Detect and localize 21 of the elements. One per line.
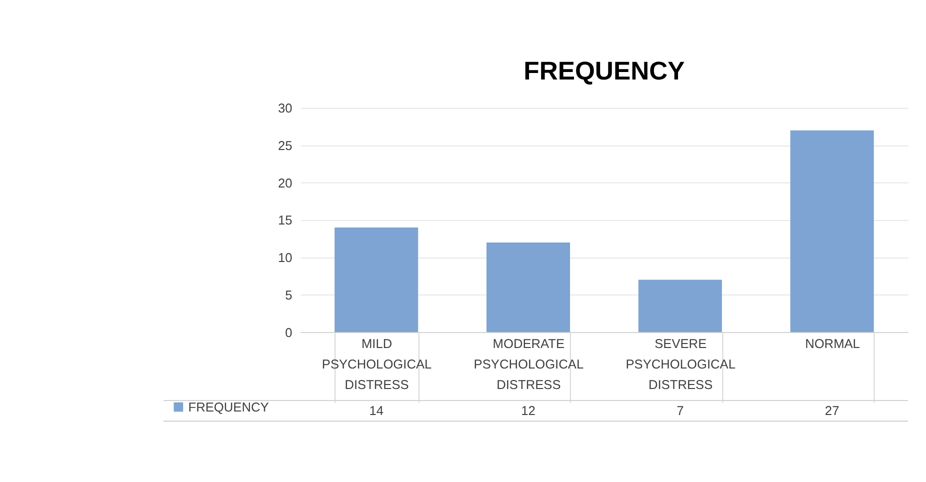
data-label: 12 <box>521 403 536 418</box>
bar <box>790 130 874 332</box>
y-tick-label: 30 <box>278 100 292 116</box>
data-label: 7 <box>676 403 684 418</box>
chart-title: FREQUENCY <box>524 58 685 86</box>
y-tick-label: 15 <box>278 212 292 228</box>
x-tick-label: MILD PSYCHOLOGICAL DISTRESS <box>322 336 432 392</box>
x-tick-label: MODERATE PSYCHOLOGICAL DISTRESS <box>474 336 584 392</box>
y-tick-label: 5 <box>285 287 292 302</box>
y-tick-label: 25 <box>278 138 292 153</box>
bar <box>334 227 418 332</box>
bar <box>638 280 722 332</box>
x-tick-label: SEVERE PSYCHOLOGICAL DISTRESS <box>626 336 736 392</box>
y-tick-label: 0 <box>285 324 292 340</box>
data-label: 27 <box>824 403 840 418</box>
x-tick-label: NORMAL <box>805 336 860 351</box>
data-label: 14 <box>369 403 384 418</box>
y-tick-label: 10 <box>278 250 292 266</box>
bar <box>486 242 570 332</box>
legend-label: FREQUENCY <box>188 399 270 414</box>
y-tick-label: 20 <box>278 175 292 190</box>
